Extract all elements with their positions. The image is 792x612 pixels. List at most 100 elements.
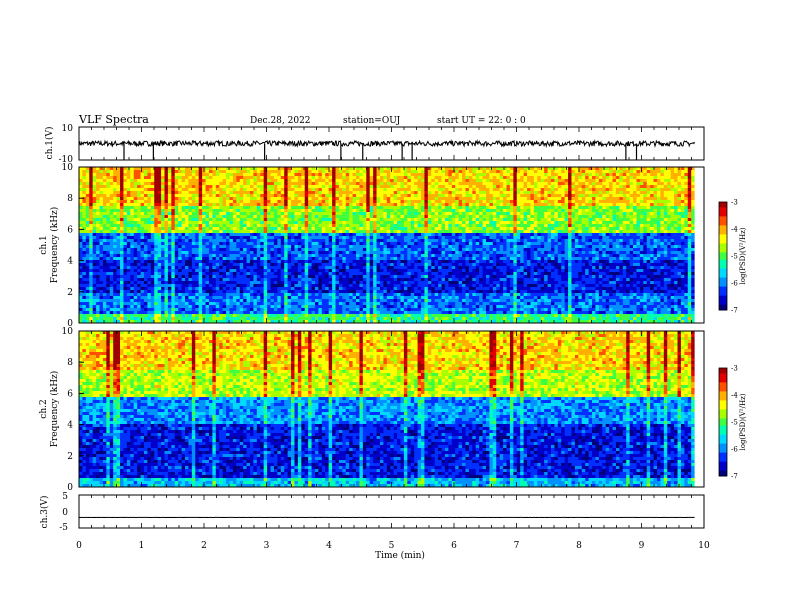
spectro-cell [106, 194, 111, 198]
spectro-cell [359, 215, 364, 219]
spectro-cell [99, 176, 104, 180]
spectro-cell [397, 311, 401, 315]
spectro-cell [366, 191, 371, 195]
spectro-cell [229, 317, 234, 321]
spectro-cell [352, 173, 357, 177]
spectro-cell [311, 167, 316, 171]
spectro-cell [229, 239, 234, 243]
spectro-cell [291, 197, 295, 201]
spectro-cell [133, 218, 138, 222]
spectro-cell [356, 254, 360, 258]
spectro-cell [362, 239, 367, 243]
spectro-cell [239, 290, 244, 294]
spectro-cell [256, 179, 261, 183]
spectro-cell [291, 266, 295, 270]
spectro-cell [222, 317, 227, 321]
spectro-cell [342, 218, 347, 222]
spectro-cell [198, 287, 203, 291]
spectro-cell [92, 311, 97, 315]
spectro-cell [116, 182, 121, 186]
spectro-cell [198, 239, 203, 243]
spectro-cell [178, 218, 182, 222]
spectro-cell [89, 260, 94, 264]
spectro-cell [178, 263, 182, 267]
spectro-cell [229, 203, 234, 207]
spectro-cell [133, 221, 138, 225]
spectro-cell [99, 224, 104, 228]
spectro-cell [137, 257, 141, 261]
spectro-cell [352, 284, 357, 288]
spectro-cell [174, 173, 179, 177]
spectro-cell [85, 293, 90, 297]
spectro-cell [143, 311, 148, 315]
spectro-cell [304, 269, 309, 273]
spectro-cell [270, 203, 275, 207]
spectro-cell [270, 287, 275, 291]
spectro-cell [195, 290, 200, 294]
spectro-cell [359, 197, 364, 201]
spectro-cell [137, 230, 141, 234]
spectro-cell [366, 320, 371, 324]
spectro-cell [79, 182, 83, 186]
spectro-cell [328, 299, 333, 303]
spectro-cell [106, 263, 111, 267]
spectro-cell [102, 266, 107, 270]
spectro-cell [308, 185, 312, 189]
spectro-cell [188, 218, 193, 222]
spectro-cell [390, 257, 395, 261]
spectro-cell [362, 263, 367, 267]
spectro-cell [390, 215, 395, 219]
spectro-cell [154, 314, 159, 318]
spectro-cell [291, 263, 295, 267]
spectro-cell [369, 293, 374, 297]
spectro-cell [161, 287, 165, 291]
spectro-cell [373, 305, 377, 309]
spectro-cell [308, 173, 312, 177]
spectro-cell [318, 176, 323, 180]
spectro-cell [304, 188, 309, 192]
spectro-cell [232, 296, 237, 300]
spectro-cell [397, 212, 401, 216]
spectro-cell [267, 185, 271, 189]
spectro-cell [198, 293, 203, 297]
spectro-cell [137, 197, 141, 201]
spectro-cell [349, 254, 354, 258]
spectro-cell [143, 317, 148, 321]
spectro-cell [284, 182, 289, 186]
spectro-cell [284, 293, 289, 297]
spectro-cell [376, 215, 381, 219]
spectro-cell [277, 191, 282, 195]
spectro-cell [181, 191, 186, 195]
spectro-cell [318, 251, 323, 255]
spectro-cell [284, 218, 289, 222]
spectro-cell [185, 311, 189, 315]
spectro-cell [321, 281, 326, 285]
spectro-cell [171, 182, 176, 186]
spectro-cell [92, 305, 97, 309]
spectro-cell [102, 281, 107, 285]
spectro-cell [133, 230, 138, 234]
spectro-cell [297, 320, 302, 324]
spectro-cell [161, 233, 165, 237]
spectro-cell [263, 260, 268, 264]
spectro-cell [195, 224, 200, 228]
spectro-cell [308, 218, 312, 222]
spectro-cell [325, 209, 330, 213]
spectro-cell [373, 245, 377, 249]
spectro-cell [267, 182, 271, 186]
spectro-cell [109, 167, 114, 171]
spectro-cell [338, 293, 343, 297]
spectro-cell [270, 314, 275, 318]
spectro-cell [349, 281, 354, 285]
spectro-cell [362, 203, 367, 207]
spectro-cell [280, 221, 285, 225]
spectro-cell [178, 227, 182, 231]
spectro-cell [188, 260, 193, 264]
spectro-cell [102, 212, 107, 216]
spectro-cell [137, 284, 141, 288]
spectro-cell [229, 287, 234, 291]
spectro-cell [267, 275, 271, 279]
spectro-cell [359, 221, 364, 225]
spectro-cell [359, 179, 364, 183]
spectro-cell [82, 212, 87, 216]
